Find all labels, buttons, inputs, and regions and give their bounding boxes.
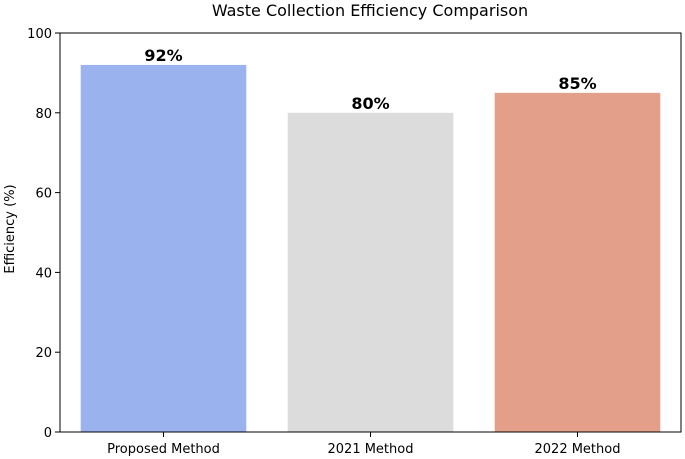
y-tick-label: 0 (44, 426, 52, 441)
x-tick-label: 2021 Method (328, 442, 414, 457)
plot-frame (59, 32, 682, 433)
bar-2 (494, 92, 661, 432)
plot-area: 0 20 40 60 80 100 Proposed Method 92% 2021 Metho… (27, 27, 661, 457)
y-tick-label: 60 (35, 187, 52, 202)
y-tick-label: 100 (27, 27, 52, 42)
y-tick-label: 20 (35, 346, 52, 361)
x-tick-label: 2022 Method (535, 442, 621, 457)
bar-1 (287, 112, 454, 433)
y-axis-label: Efficiency (%) (3, 184, 18, 273)
y-tick-label: 40 (35, 266, 52, 281)
data-label: 80% (351, 94, 389, 113)
bar-0 (80, 64, 247, 433)
data-label: 92% (144, 46, 182, 65)
y-tick-label: 80 (35, 107, 52, 122)
data-label: 85% (558, 74, 596, 93)
chart-title: Waste Collection Efficiency Comparison (212, 1, 528, 20)
x-tick-label: Proposed Method (107, 442, 220, 457)
